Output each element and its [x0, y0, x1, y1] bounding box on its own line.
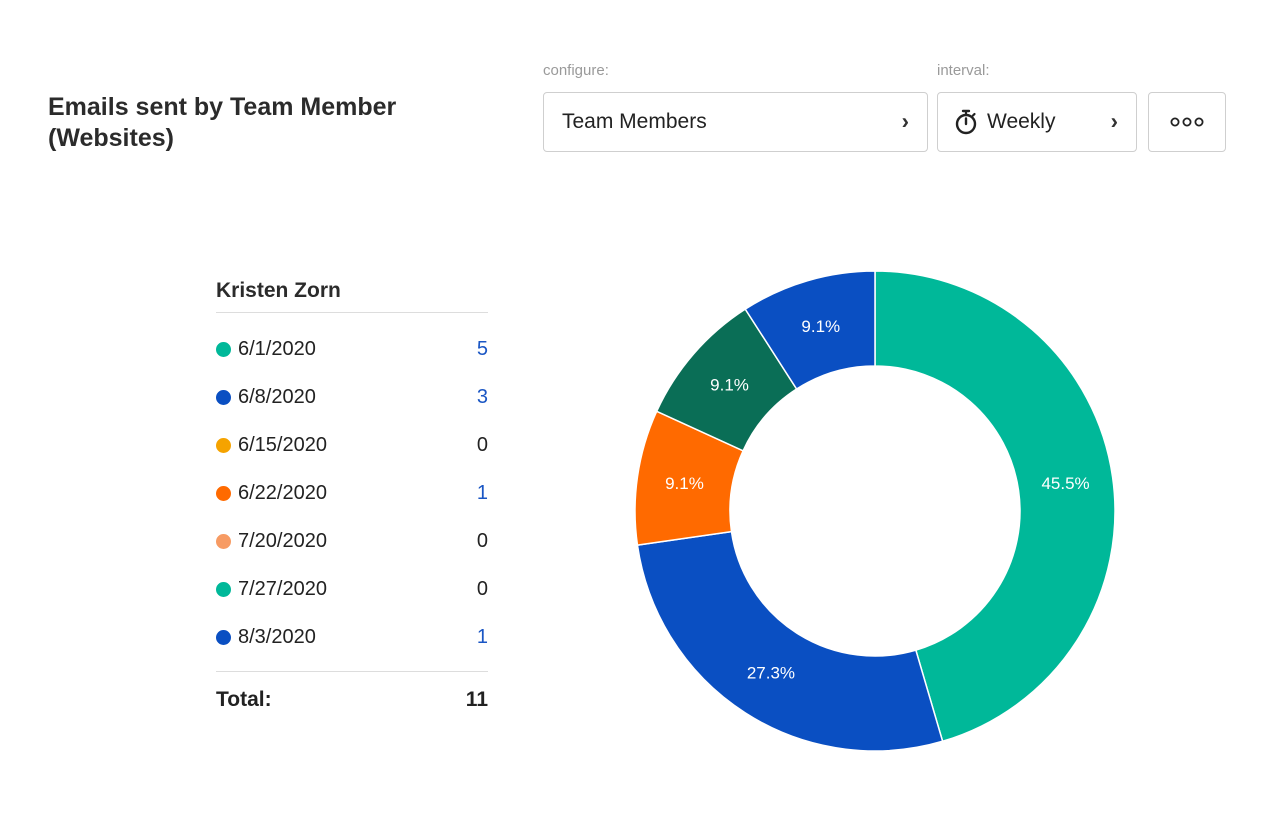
slice-label: 27.3% [747, 663, 795, 682]
legend-dot [216, 437, 231, 453]
legend-item: 6/8/2020 3 [216, 373, 488, 421]
legend-dot [216, 485, 231, 501]
legend-item: 8/3/2020 1 [216, 613, 488, 661]
interval-select[interactable]: Weekly › [937, 92, 1137, 152]
legend-item-value: 0 [476, 433, 488, 456]
slice-label: 45.5% [1041, 474, 1089, 493]
legend-item-label: 6/15/2020 [238, 433, 327, 456]
slice-label: 9.1% [665, 474, 704, 493]
legend-item-value: 0 [476, 577, 488, 600]
legend-item: 7/27/2020 0 [216, 565, 488, 613]
legend-item-label: 7/27/2020 [238, 577, 327, 600]
chevron-right-icon: › [1110, 108, 1118, 134]
legend-item-label: 6/8/2020 [238, 385, 316, 408]
legend-list: 6/1/2020 5 6/8/2020 3 6/15/2020 0 6/22/2… [216, 325, 488, 661]
legend-item-value[interactable]: 1 [476, 481, 488, 504]
legend-item-label: 6/22/2020 [238, 481, 327, 504]
legend-dot [216, 389, 231, 405]
interval-label: interval: [937, 62, 990, 79]
configure-label: configure: [543, 62, 609, 79]
stopwatch-icon [955, 109, 977, 135]
legend-item: 6/15/2020 0 [216, 421, 488, 469]
slice-label: 9.1% [710, 375, 749, 394]
slice-label: 9.1% [801, 317, 840, 336]
total-label: Total: [216, 688, 272, 711]
legend-item-label: 6/1/2020 [238, 337, 316, 360]
legend-item-value: 0 [476, 529, 488, 552]
donut-slice[interactable] [874, 270, 1116, 743]
legend-dot [216, 581, 231, 597]
configure-value: Team Members [562, 110, 707, 133]
chevron-right-icon: › [901, 108, 909, 134]
legend-item-label: 8/3/2020 [238, 625, 316, 648]
donut-slice[interactable] [744, 270, 876, 391]
interval-value: Weekly [987, 110, 1056, 133]
page-title: Emails sent by Team Member (Websites) [48, 93, 397, 152]
legend-total: Total: 11 [216, 671, 488, 728]
legend-dot [216, 341, 231, 357]
legend-item-value[interactable]: 1 [476, 625, 488, 648]
legend-item: 6/1/2020 5 [216, 325, 488, 373]
legend-item-label: 7/20/2020 [238, 529, 327, 552]
donut-slice[interactable] [636, 530, 944, 752]
legend-dot [216, 533, 231, 549]
legend-item-value[interactable]: 5 [476, 337, 488, 360]
chart-legend: Kristen Zorn 6/1/2020 5 6/8/2020 3 6/15/… [216, 270, 488, 728]
total-value: 11 [465, 688, 488, 711]
legend-dot [216, 629, 231, 645]
more-icon [1170, 117, 1204, 127]
legend-title: Kristen Zorn [216, 270, 488, 313]
legend-item: 7/20/2020 0 [216, 517, 488, 565]
legend-item-value[interactable]: 3 [476, 385, 488, 408]
more-options-button[interactable] [1148, 92, 1226, 152]
legend-item: 6/22/2020 1 [216, 469, 488, 517]
configure-select[interactable]: Team Members › [543, 92, 928, 152]
